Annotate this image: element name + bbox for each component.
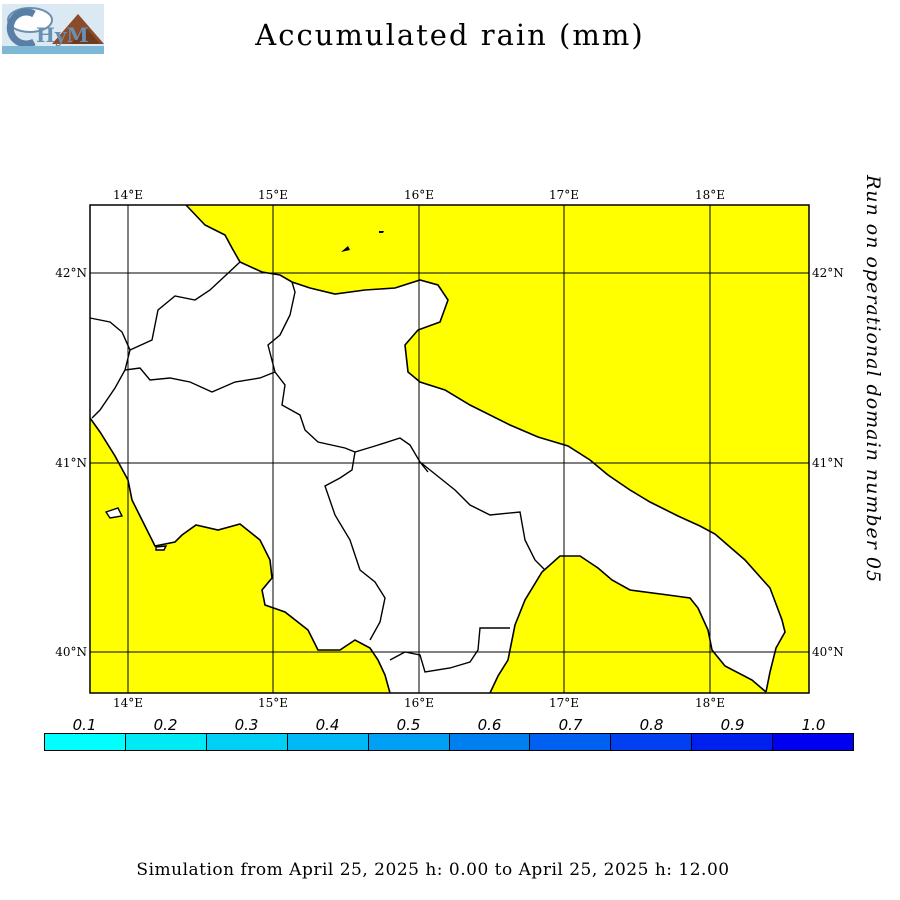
lon-label-bottom: 17°E (549, 696, 579, 710)
lat-label-left: 42°N (55, 266, 87, 280)
color-legend: 0.1 0.2 0.3 0.4 0.5 0.6 0.7 0.8 0.9 1.0 (44, 716, 854, 756)
legend-swatch (773, 734, 854, 750)
legend-values: 0.1 0.2 0.3 0.4 0.5 0.6 0.7 0.8 0.9 1.0 (44, 716, 854, 734)
lat-label-right: 40°N (812, 645, 844, 659)
legend-swatch (45, 734, 126, 750)
legend-value: 0.6 (477, 716, 502, 734)
legend-value: 0.5 (396, 716, 421, 734)
island-tremiti (341, 246, 350, 252)
lon-label-bottom: 14°E (113, 696, 143, 710)
legend-value: 0.3 (234, 716, 259, 734)
lon-label-top: 17°E (549, 188, 579, 202)
island-pianosa (379, 231, 384, 233)
legend-value: 0.2 (153, 716, 178, 734)
coastline (89, 204, 786, 694)
legend-swatch (611, 734, 693, 750)
legend-swatch (125, 734, 207, 750)
lon-label-top: 16°E (404, 188, 434, 202)
lon-label-top: 18°E (695, 188, 725, 202)
land-area (90, 205, 785, 693)
simulation-period: Simulation from April 25, 2025 h: 0.00 t… (136, 860, 730, 880)
map-title: Accumulated rain (mm) (255, 18, 645, 52)
lon-label-bottom: 15°E (258, 696, 288, 710)
map-frame (89, 204, 810, 694)
legend-value: 0.7 (558, 716, 583, 734)
lon-label-bottom: 18°E (695, 696, 725, 710)
legend-color-bar (44, 733, 854, 751)
chym-logo: HyM (0, 0, 106, 58)
legend-value: 0.4 (315, 716, 340, 734)
lat-label-left: 41°N (55, 456, 87, 470)
lat-label-right: 42°N (812, 266, 844, 280)
legend-value: 0.9 (720, 716, 745, 734)
legend-value: 1.0 (801, 716, 826, 734)
legend-swatch (530, 734, 612, 750)
lon-label-top: 14°E (113, 188, 143, 202)
legend-swatch (206, 734, 288, 750)
lon-label-top: 15°E (258, 188, 288, 202)
svg-text:HyM: HyM (36, 23, 89, 47)
graticule (90, 205, 809, 693)
legend-value: 0.8 (639, 716, 664, 734)
legend-swatch (449, 734, 531, 750)
lat-label-right: 41°N (812, 456, 844, 470)
island-capri (155, 545, 168, 551)
island-ischia (104, 507, 124, 519)
legend-swatch (692, 734, 774, 750)
lon-label-bottom: 16°E (404, 696, 434, 710)
legend-swatch (287, 734, 369, 750)
lat-label-left: 40°N (55, 645, 87, 659)
legend-swatch (368, 734, 450, 750)
legend-value: 0.1 (72, 716, 97, 734)
